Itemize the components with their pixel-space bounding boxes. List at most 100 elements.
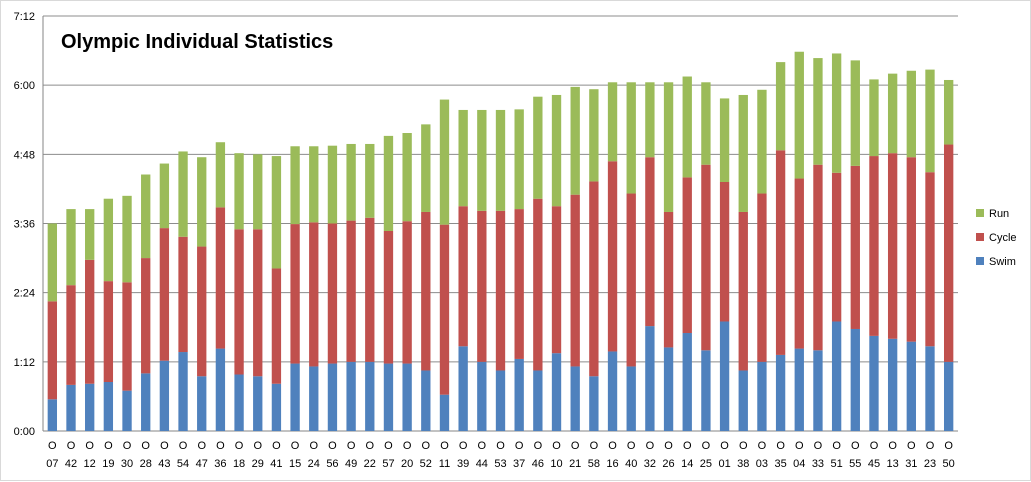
y-tick-label: 7:12 [14,11,35,23]
x-tick-prefix: O [309,440,318,452]
bar-swim-07 [47,399,58,431]
bar-cycle-53 [495,210,506,371]
bar-swim-44 [477,361,487,431]
x-tick-prefix: O [179,440,188,452]
bar-run-29 [253,154,263,230]
bar-run-43 [159,163,170,229]
y-tick-label: 0:00 [14,426,35,438]
x-tick-label: 33 [812,458,824,470]
bar-run-28 [141,174,151,259]
bar-run-26 [663,82,674,212]
bar-cycle-58 [589,181,599,377]
bar-run-33 [813,58,823,165]
x-tick-prefix: O [496,440,505,452]
bar-cycle-04 [794,178,804,349]
x-tick-label: 50 [943,458,955,470]
x-tick-label: 56 [326,458,338,470]
bar-swim-52 [421,370,431,431]
x-tick-label: 30 [121,458,133,470]
bar-cycle-51 [831,172,842,322]
bar-run-03 [757,89,767,194]
bar-cycle-25 [701,164,711,351]
bar-swim-23 [925,346,935,431]
bar-run-41 [271,156,282,269]
bar-cycle-26 [663,211,674,348]
x-tick-label: 45 [868,458,880,470]
bar-cycle-07 [47,301,58,400]
bar-cycle-40 [626,193,636,367]
bar-cycle-33 [813,164,823,351]
x-tick-prefix: O [328,440,337,452]
x-tick-prefix: O [702,440,711,452]
bar-run-53 [495,109,506,211]
bar-swim-21 [570,366,580,431]
x-tick-label: 11 [439,458,450,470]
bar-run-14 [682,76,692,178]
bar-cycle-37 [514,209,524,359]
x-tick-prefix: O [552,440,561,452]
x-tick-prefix: O [571,440,580,452]
x-tick-label: 21 [569,458,581,470]
bar-swim-37 [514,358,524,431]
bar-swim-26 [663,347,674,431]
bar-cycle-45 [869,156,879,336]
bar-swim-33 [813,350,823,431]
x-tick-label: 03 [756,458,768,470]
x-tick-prefix: O [253,440,262,452]
x-tick-label: 43 [158,458,170,470]
bar-swim-49 [346,361,356,431]
x-tick-label: 44 [476,458,488,470]
x-tick-prefix: O [814,440,823,452]
bar-swim-12 [85,383,95,431]
bar-cycle-50 [943,144,954,362]
bar-swim-35 [775,354,786,431]
bar-cycle-22 [365,217,375,362]
x-tick-prefix: O [440,440,449,452]
x-tick-prefix: O [851,440,860,452]
x-tick-label: 04 [793,458,805,470]
bar-run-10 [551,94,562,207]
bar-cycle-46 [533,198,543,371]
bar-swim-20 [402,363,412,431]
x-tick-label: 29 [252,458,264,470]
x-tick-label: 35 [774,458,786,470]
bar-run-51 [831,53,842,173]
bar-swim-36 [215,348,226,431]
bar-swim-24 [309,366,319,431]
x-tick-label: 53 [494,458,506,470]
bar-run-20 [402,133,412,222]
x-tick-label: 47 [196,458,208,470]
bar-cycle-23 [925,172,935,347]
bar-swim-25 [701,350,711,431]
bar-run-15 [290,146,300,225]
bar-cycle-55 [850,165,860,329]
bar-run-47 [197,157,207,247]
chart-title: Olympic Individual Statistics [61,31,334,53]
bar-run-31 [906,70,916,158]
x-tick-prefix: O [403,440,412,452]
bar-cycle-39 [458,206,468,347]
bar-swim-50 [943,361,954,431]
bar-run-40 [626,82,636,194]
x-tick-label: 20 [401,458,413,470]
x-tick-prefix: O [216,440,225,452]
x-tick-label: 26 [662,458,674,470]
legend-swatch-swim [976,257,984,265]
x-tick-prefix: O [67,440,76,452]
bar-cycle-12 [85,259,95,384]
bar-swim-16 [607,351,618,431]
bar-cycle-10 [551,206,562,354]
x-tick-prefix: O [160,440,169,452]
x-tick-prefix: O [627,440,636,452]
bar-swim-03 [757,361,767,431]
bar-run-13 [887,73,898,154]
x-tick-prefix: O [347,440,356,452]
bar-run-49 [346,143,356,221]
x-tick-label: 39 [457,458,469,470]
bar-swim-31 [906,341,916,431]
x-tick-prefix: O [926,440,935,452]
bar-run-25 [701,82,711,165]
x-tick-prefix: O [291,440,300,452]
bar-swim-54 [178,352,188,431]
